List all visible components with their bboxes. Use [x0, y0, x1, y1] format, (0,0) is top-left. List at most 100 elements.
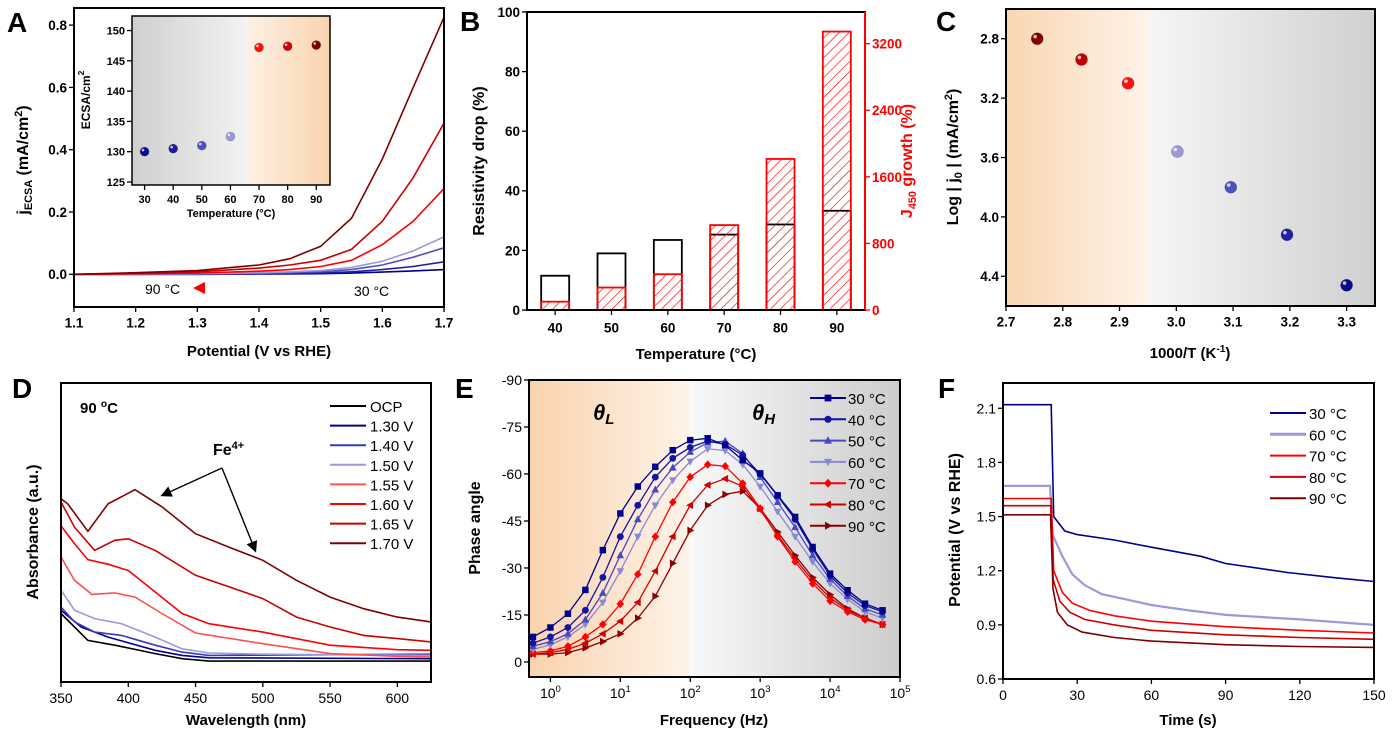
x-axis-label-part: Time (s) — [1159, 712, 1216, 729]
y-tick-label: 0.4 — [48, 143, 67, 158]
data-point — [791, 533, 799, 541]
y-axis-label-part: Log | j — [945, 178, 962, 225]
point-highlight — [1226, 183, 1231, 187]
y-tick-label: -15 — [502, 607, 522, 623]
data-point — [651, 532, 660, 541]
panel-A: 1.1 1.2 1.3 1.4 1.5 1.6 1.7 0.0 0.2 0.4 0.6 0.8 Pote… — [13, 7, 453, 360]
data-point — [686, 458, 694, 466]
data-point — [809, 543, 816, 551]
fe4-peak-label-part: Fe — [213, 442, 232, 459]
data-point — [756, 504, 764, 513]
data-point — [669, 477, 677, 485]
x-tick-label: 50 — [604, 321, 619, 336]
x-tick-label: 70 — [253, 194, 265, 206]
data-point — [1171, 145, 1184, 158]
data-point — [824, 478, 832, 488]
x-tick-label: 60 — [1144, 687, 1160, 703]
y-tick-label: 20 — [505, 243, 520, 258]
annotation-arrow — [221, 467, 258, 553]
y-tick-label: 135 — [107, 116, 125, 128]
x-tick-label: 1.5 — [311, 316, 330, 331]
y-axis-label-part: 0 — [953, 172, 965, 178]
y-tick-label: -75 — [502, 419, 522, 435]
x-tick-label-part: 0 — [556, 684, 561, 695]
y-axis-label: jECSA (mA/cm2) — [13, 105, 35, 215]
x-axis-label-part: Temperature (°C) — [187, 208, 276, 220]
x-axis-label: Potential (V vs RHE) — [187, 343, 331, 360]
data-point — [808, 579, 817, 588]
fe4-peak-label-part: 4+ — [232, 440, 244, 452]
data-point — [703, 481, 711, 489]
x-tick-label-part: 2 — [695, 684, 700, 695]
theta-low-label-part: θ — [593, 400, 605, 425]
x-tick-label-part: 3 — [765, 684, 770, 695]
legend-label: 1.65 V — [370, 517, 413, 534]
point-highlight — [313, 42, 317, 45]
data-point — [756, 470, 764, 477]
data-point — [599, 588, 607, 596]
data-point — [616, 551, 625, 559]
y-tick-label: 60 — [505, 124, 520, 139]
data-point — [616, 533, 624, 541]
data-point — [687, 526, 695, 535]
data-point — [529, 633, 537, 641]
arrow-right-label: 30 °C — [354, 283, 389, 299]
x-tick-label-part: 10 — [540, 685, 556, 701]
x-tick-label: 100 — [540, 684, 561, 701]
point-highlight — [1124, 79, 1128, 83]
panel-label-D: D — [12, 373, 32, 404]
data-point — [823, 500, 831, 509]
data-point — [1121, 76, 1135, 90]
bar-j450-growth — [765, 158, 796, 311]
x-tick-label: 40 — [548, 321, 563, 336]
point-highlight — [198, 142, 202, 146]
x-tick-label-part: 10 — [680, 685, 696, 701]
x-tick-label: 350 — [49, 690, 73, 706]
x-tick-label: 1.6 — [373, 316, 392, 331]
data-point — [791, 523, 799, 531]
data-point — [739, 487, 747, 495]
data-point — [633, 598, 641, 607]
x-tick-label: 2.9 — [1110, 315, 1129, 330]
data-point — [652, 592, 660, 600]
y-axis-label-part: ) — [945, 89, 962, 94]
panel-F: 0 30 60 90 120 150 0.6 0.9 1.2 1.5 1.8 2.1 Time (s) P… — [947, 382, 1386, 729]
data-point — [600, 637, 607, 646]
x-tick-label: 103 — [750, 684, 771, 701]
data-point — [843, 607, 852, 616]
x-tick-label: 30 — [138, 194, 150, 206]
y-tick-label: 2.8 — [980, 32, 999, 47]
data-point — [878, 620, 887, 629]
y2-axis-label-part: J — [899, 209, 916, 218]
series-line — [60, 612, 431, 662]
x-tick-label: 90 — [310, 194, 322, 206]
data-point — [634, 515, 642, 523]
legend-label: 80 °C — [848, 498, 886, 515]
x-axis-label: Time (s) — [1159, 712, 1216, 729]
data-point — [254, 42, 264, 53]
bar-j450-growth — [596, 286, 627, 311]
y-tick-label: 1.5 — [977, 509, 997, 525]
x-axis-label-part: -1 — [1216, 344, 1225, 355]
series-line — [60, 525, 432, 652]
y2-tick-label: 2400 — [872, 103, 902, 118]
theta-low-label: θL — [593, 400, 614, 428]
data-point — [808, 551, 817, 559]
data-point — [546, 646, 555, 656]
plot-frame — [73, 7, 445, 308]
data-point — [773, 508, 782, 516]
x-axis-label: Wavelength (nm) — [186, 712, 306, 729]
series-line — [60, 606, 432, 657]
data-point — [197, 140, 207, 151]
data-point — [634, 483, 642, 490]
theta-high-label: θH — [752, 400, 776, 428]
y2-tick-label: 800 — [872, 236, 895, 251]
y-tick-label: 80 — [505, 64, 520, 79]
data-point — [582, 644, 590, 652]
annotation-arrow — [160, 467, 223, 497]
theta-high-label-part: H — [764, 411, 776, 428]
y-axis-label: ECSA/cm2 — [77, 70, 93, 129]
data-point — [546, 633, 554, 641]
data-point — [739, 456, 746, 464]
